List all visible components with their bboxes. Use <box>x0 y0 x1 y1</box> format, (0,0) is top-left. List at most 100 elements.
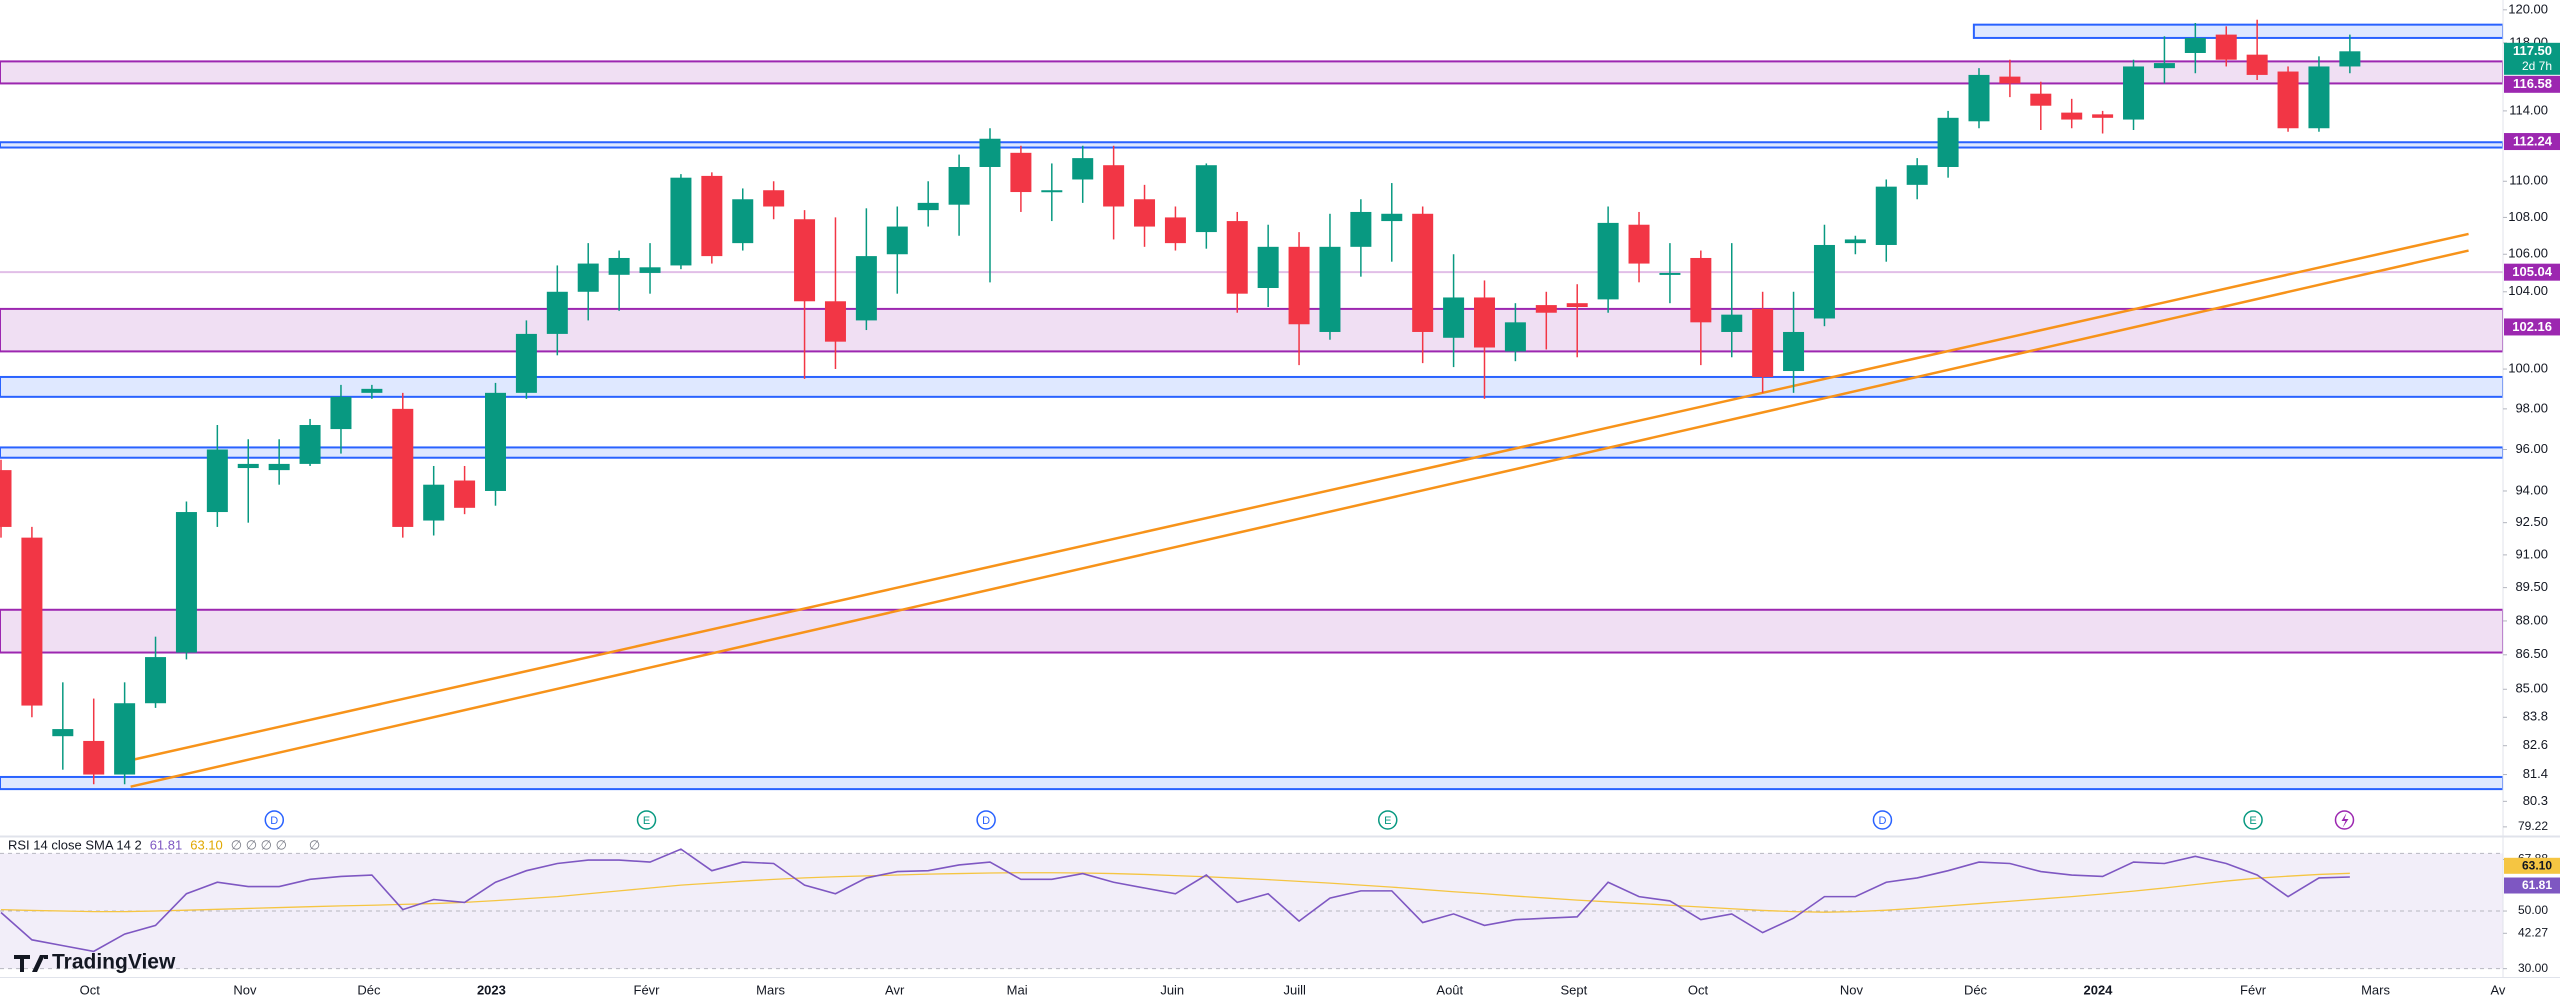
candle-body <box>1659 272 1681 275</box>
candle-body <box>1535 305 1557 313</box>
price-label: 102.16 <box>2512 319 2552 334</box>
x-tick-label: Juin <box>1160 982 1184 997</box>
y-tick-label: 83.8 <box>2523 709 2548 724</box>
rsi-value-box <box>2504 857 2560 874</box>
candle-body <box>1875 186 1897 245</box>
candle-body <box>423 484 445 521</box>
y-tick-label: 81.4 <box>2523 766 2548 781</box>
candle-body <box>577 263 599 292</box>
event-label: D <box>1878 815 1886 827</box>
logo-icon <box>14 955 48 972</box>
x-tick-label: Déc <box>357 982 381 997</box>
event-marker <box>976 810 996 830</box>
candle-body <box>1968 74 1990 122</box>
event-marker <box>1378 810 1398 830</box>
zone <box>0 375 2503 398</box>
y-tick-label: 86.50 <box>2515 646 2548 661</box>
candle-body <box>2246 54 2268 75</box>
candle-body <box>2092 114 2114 118</box>
candle-body <box>484 392 506 491</box>
candle-body <box>2153 63 2175 69</box>
price-countdown: 2d 7h <box>2522 59 2552 73</box>
candle-body <box>2215 34 2237 60</box>
rsi-y-tick-label: 50.00 <box>2518 903 2548 917</box>
candle-body <box>1690 257 1712 323</box>
y-tick-label: 94.00 <box>2515 482 2548 497</box>
event-marker <box>1872 810 1893 830</box>
y-tick-label: 100.00 <box>2508 360 2548 375</box>
x-tick-label: Févr <box>2240 982 2267 997</box>
candle-body <box>2061 112 2083 120</box>
y-tick-label: 85.00 <box>2515 681 2548 696</box>
x-tick-label: Oct <box>1688 982 1709 997</box>
brand-logo: TradingView <box>14 951 176 974</box>
x-tick-label: Nov <box>1840 982 1864 997</box>
x-tick-label: Août <box>1436 982 1463 997</box>
candle-body <box>83 740 105 775</box>
rsi-y-tick-label: 30.00 <box>2518 961 2548 975</box>
x-tick-label: Juill <box>1283 982 1306 997</box>
x-tick-label: Sept <box>1561 982 1588 997</box>
x-tick-label: Av <box>2490 982 2505 997</box>
y-tick-label: 98.00 <box>2515 400 2548 415</box>
y-tick-label: 114.00 <box>2509 102 2548 117</box>
zone <box>0 775 2503 791</box>
y-tick-label: 106.00 <box>2508 246 2548 261</box>
candle-body <box>794 219 816 302</box>
candle-body <box>1226 221 1248 294</box>
y-tick-label: 80.3 <box>2523 793 2548 808</box>
candle-body <box>948 166 970 205</box>
candle-body <box>732 199 754 244</box>
candle-body <box>2184 37 2206 53</box>
candle-body <box>2308 66 2330 129</box>
candle-body <box>2030 93 2052 106</box>
candle-body <box>2339 51 2361 67</box>
rsi-plot <box>0 848 2503 970</box>
candle-body <box>1041 190 1063 193</box>
candle-body <box>361 388 383 393</box>
event-label: D <box>270 815 278 827</box>
candle-body <box>237 463 259 469</box>
candle-body <box>1288 246 1310 325</box>
zone <box>0 608 2503 654</box>
candle-body <box>1134 199 1156 227</box>
rsi-value-label: 63.10 <box>2522 858 2552 872</box>
zone <box>1972 23 2503 39</box>
price-label-box <box>2504 263 2560 281</box>
candle-body <box>1443 297 1465 338</box>
candle-body <box>1257 246 1279 288</box>
candle-body <box>515 333 537 393</box>
candle-body <box>979 138 1001 167</box>
candle-body <box>1566 303 1588 307</box>
candle-body <box>1504 322 1526 352</box>
candle-body <box>917 202 939 211</box>
rsi-header-na: ∅ <box>309 837 320 852</box>
candle-body <box>701 175 723 257</box>
y-tick-label: 89.50 <box>2515 579 2548 594</box>
y-tick-label: 88.00 <box>2515 612 2548 627</box>
candle-body <box>1999 76 2021 84</box>
x-tick-label: Mai <box>1007 982 1028 997</box>
x-tick-label: Avr <box>885 982 905 997</box>
candle-body <box>1597 222 1619 300</box>
event-label: E <box>2249 815 2256 827</box>
price-label-box <box>2504 133 2560 151</box>
x-tick-label: Févr <box>634 982 661 997</box>
x-tick-label: Nov <box>233 982 257 997</box>
price-label-box <box>2504 42 2560 75</box>
candle-body <box>886 226 908 255</box>
x-tick-label: 2023 <box>477 982 506 997</box>
candle-body <box>546 291 568 334</box>
event-label: E <box>1384 815 1391 827</box>
trendline <box>130 249 2469 788</box>
x-tick-label: Mars <box>756 982 785 997</box>
event-marker <box>636 810 657 830</box>
candle-body <box>1783 331 1805 372</box>
candle-body <box>206 449 228 513</box>
candle-body <box>1381 213 1403 222</box>
candle-body <box>145 657 167 704</box>
